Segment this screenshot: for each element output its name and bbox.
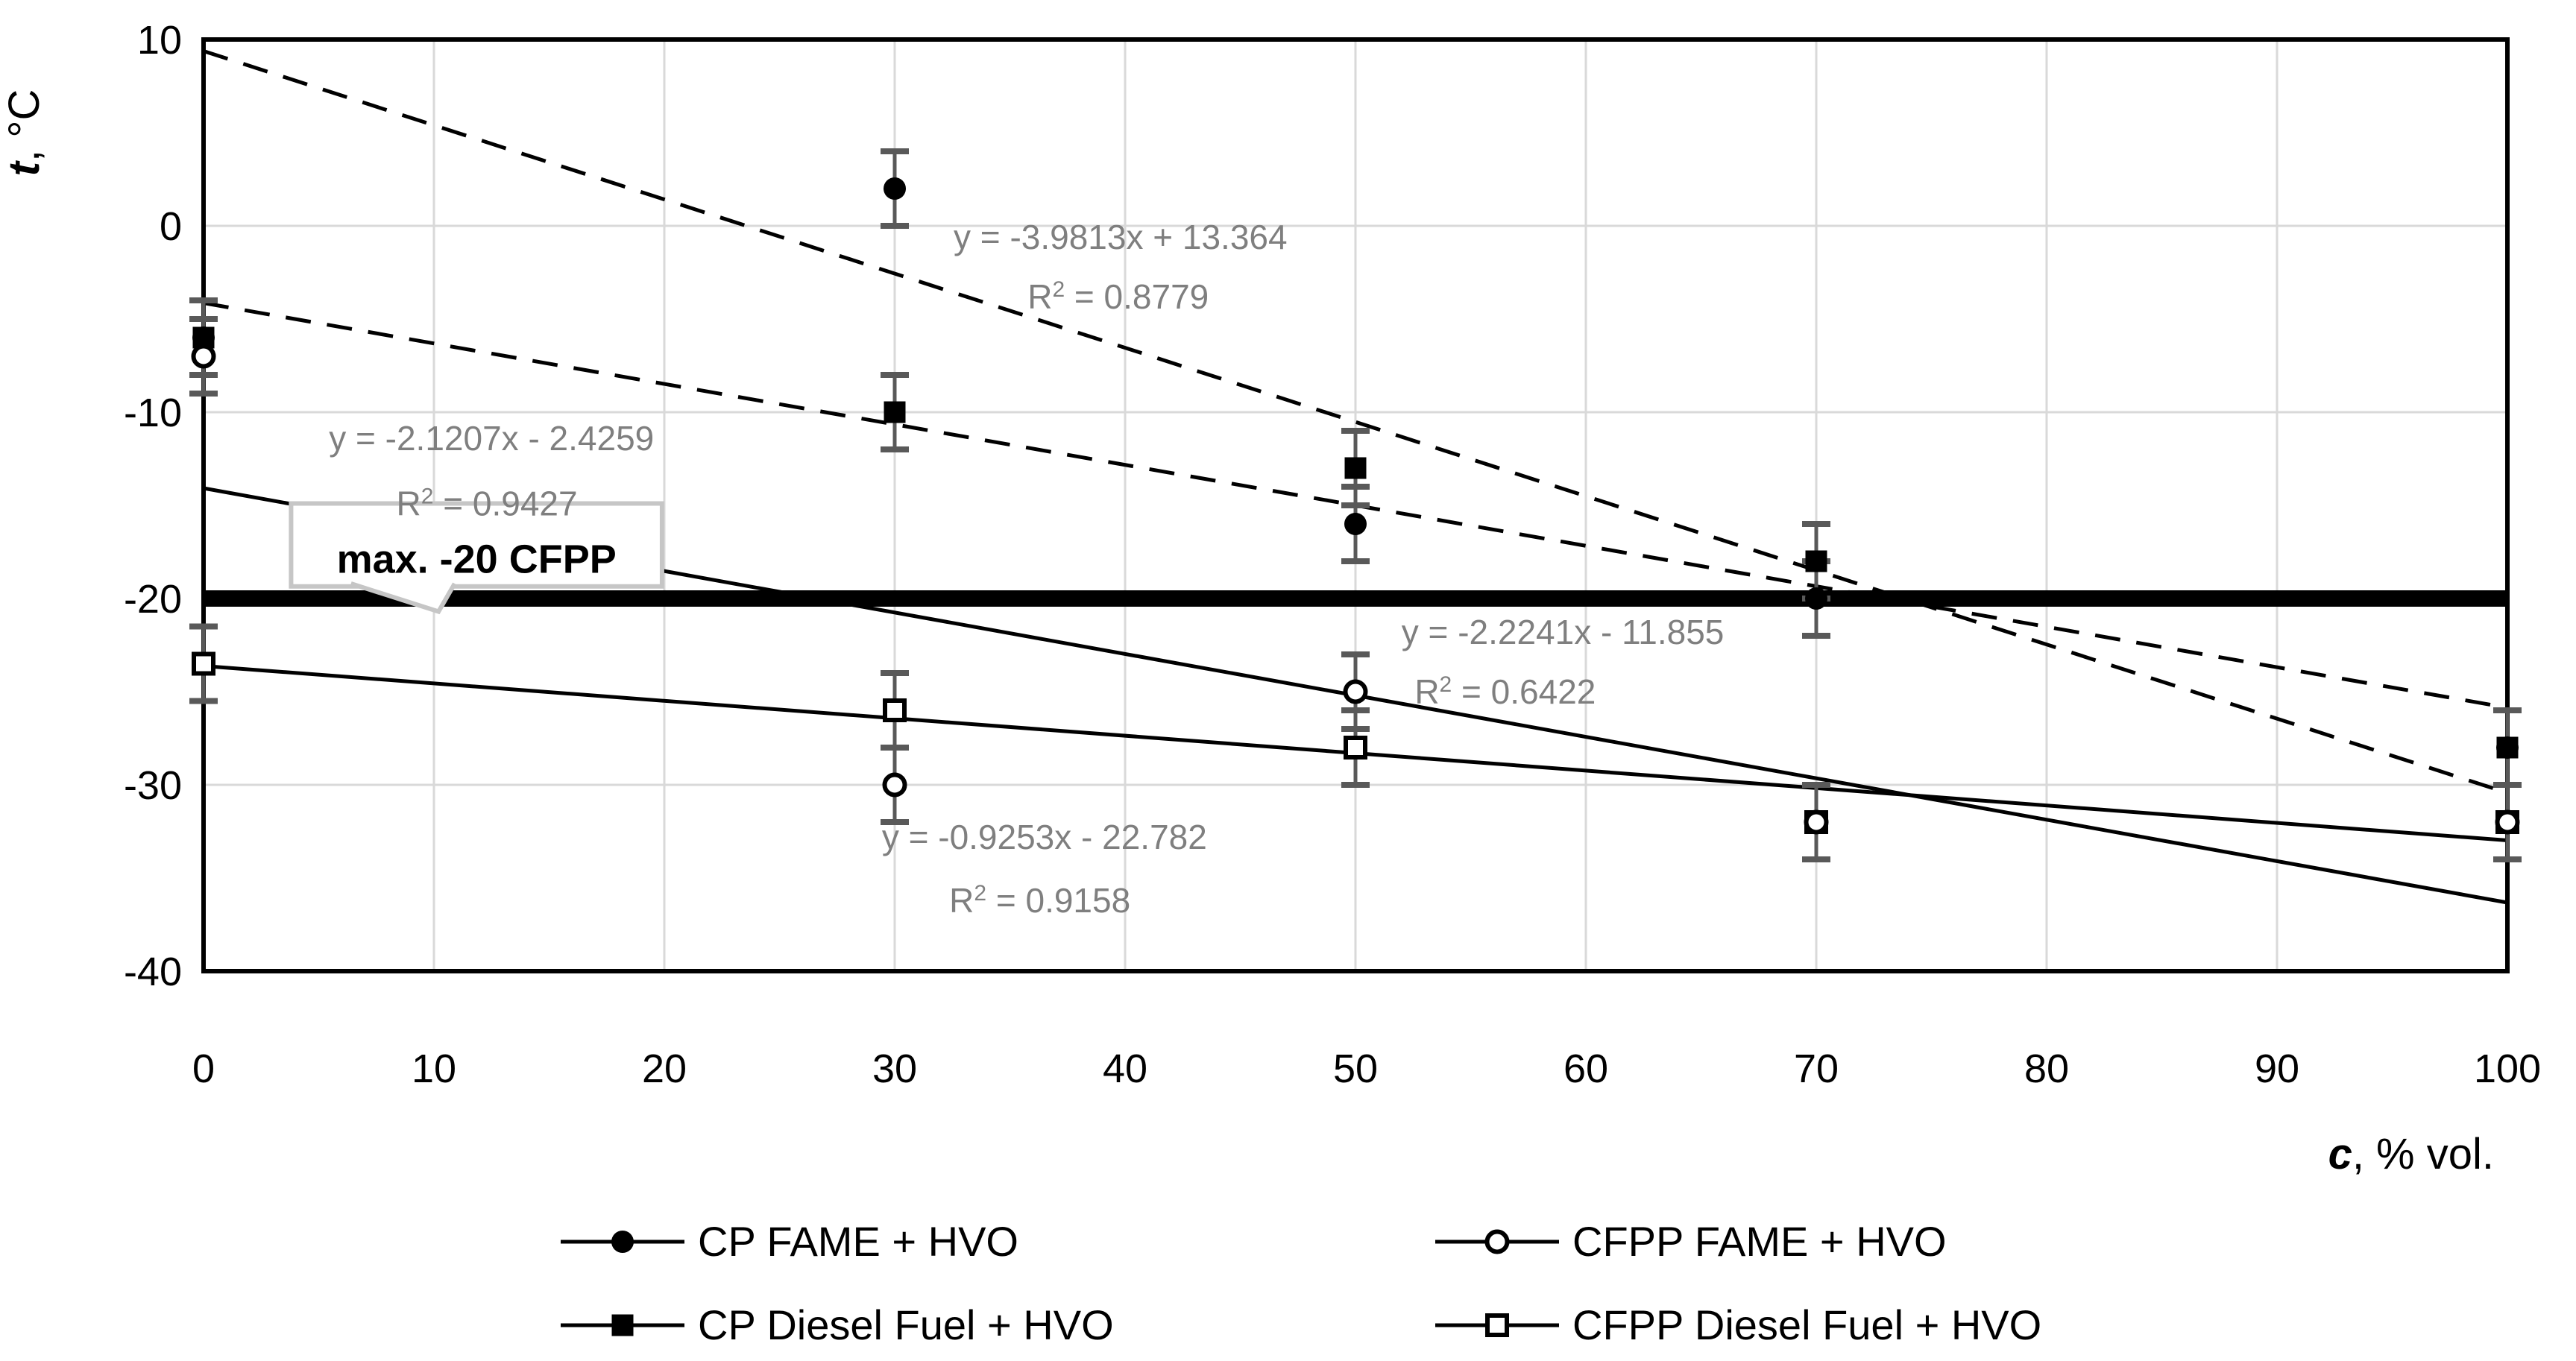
marker-filled-square (611, 1314, 634, 1336)
marker-filled-circle (611, 1231, 634, 1253)
x-tick-label: 60 (1563, 1046, 1608, 1091)
legend-item-4: CFPP Diesel Fuel + HVO (1435, 1301, 2041, 1348)
x-tick-labels: 0 10 20 30 40 50 60 70 80 90 100 (192, 1046, 2541, 1091)
y-tick-labels: 10 0 -10 -20 -30 -40 (124, 18, 182, 994)
y-tick-label: -20 (124, 577, 182, 622)
legend-item-3: CP Diesel Fuel + HVO (561, 1301, 1114, 1348)
y-tick-label: -30 (124, 763, 182, 808)
marker-open-square (883, 698, 907, 722)
callout-label: max. -20 CFPP (337, 537, 617, 582)
marker-filled-circle (1344, 513, 1367, 535)
marker-open-circle (2495, 809, 2520, 835)
x-tick-label: 30 (872, 1046, 917, 1091)
y-tick-label: 10 (137, 18, 182, 63)
x-tick-label: 90 (2255, 1046, 2299, 1091)
marker-filled-square (1344, 457, 1367, 479)
legend-item-1: CP FAME + HVO (561, 1218, 1018, 1265)
marker-open-square (192, 651, 215, 676)
y-axis-title: t, °C (0, 89, 48, 177)
equation-3: y = -2.2241x - 11.855 (1402, 613, 1725, 651)
marker-open-circle (191, 344, 216, 369)
series-points-open-circle (191, 344, 2520, 835)
marker-filled-square (2496, 736, 2519, 759)
x-tick-label: 20 (642, 1046, 687, 1091)
marker-filled-circle (1805, 587, 1827, 610)
equation-1: y = -3.9813x + 13.364 (954, 218, 1288, 256)
marker-open-square (1344, 736, 1367, 760)
r-squared-3: R2 = 0.6422 (1414, 672, 1596, 711)
callout-tail (350, 581, 457, 615)
marker-open-circle (882, 772, 907, 798)
callout-box (289, 501, 664, 589)
marker-open-circle (1484, 1229, 1510, 1254)
equation-2: y = -2.1207x - 2.4259 (329, 419, 654, 458)
legend-item-2: CFPP FAME + HVO (1435, 1218, 1947, 1265)
series-points-filled-square (192, 326, 2519, 759)
x-tick-label: 80 (2024, 1046, 2069, 1091)
marker-open-square (1485, 1313, 1509, 1337)
limit-callout: max. -20 CFPP (289, 501, 664, 615)
x-tick-label: 0 (192, 1046, 215, 1091)
x-tick-label: 100 (2474, 1046, 2541, 1091)
y-tick-label: -10 (124, 391, 182, 435)
legend-label: CFPP Diesel Fuel + HVO (1572, 1301, 2041, 1348)
marker-open-circle (1804, 809, 1829, 835)
marker-filled-square (884, 401, 906, 423)
equations: y = -3.9813x + 13.364 R2 = 0.8779 y = -2.1… (329, 218, 1724, 920)
legend-label: CP FAME + HVO (698, 1218, 1018, 1265)
marker-open-circle (1343, 679, 1368, 704)
r-squared-2: R2 = 0.9427 (397, 484, 578, 523)
x-tick-label: 10 (412, 1046, 456, 1091)
marker-filled-square (192, 326, 215, 349)
equation-4: y = -0.9253x - 22.782 (882, 818, 1207, 856)
r-squared-4: R2 = 0.9158 (949, 881, 1130, 920)
marker-filled-square (1805, 550, 1827, 572)
x-tick-label: 50 (1333, 1046, 1378, 1091)
r-squared-1: R2 = 0.8779 (1027, 277, 1209, 316)
legend: CP FAME + HVO CFPP FAME + HVO CP Diesel Fu… (561, 1218, 2041, 1348)
data-points (191, 177, 2520, 835)
plot-border (201, 37, 2510, 973)
x-axis-title: c, % vol. (2328, 1130, 2494, 1178)
y-tick-label: 0 (160, 204, 182, 249)
marker-filled-circle (884, 177, 906, 200)
trendline-1 (203, 49, 2508, 795)
legend-label: CP Diesel Fuel + HVO (698, 1301, 1114, 1348)
x-tick-label: 70 (1794, 1046, 1839, 1091)
x-tick-label: 40 (1103, 1046, 1147, 1091)
legend-label: CFPP FAME + HVO (1572, 1218, 1947, 1265)
y-tick-label: -40 (124, 950, 182, 994)
